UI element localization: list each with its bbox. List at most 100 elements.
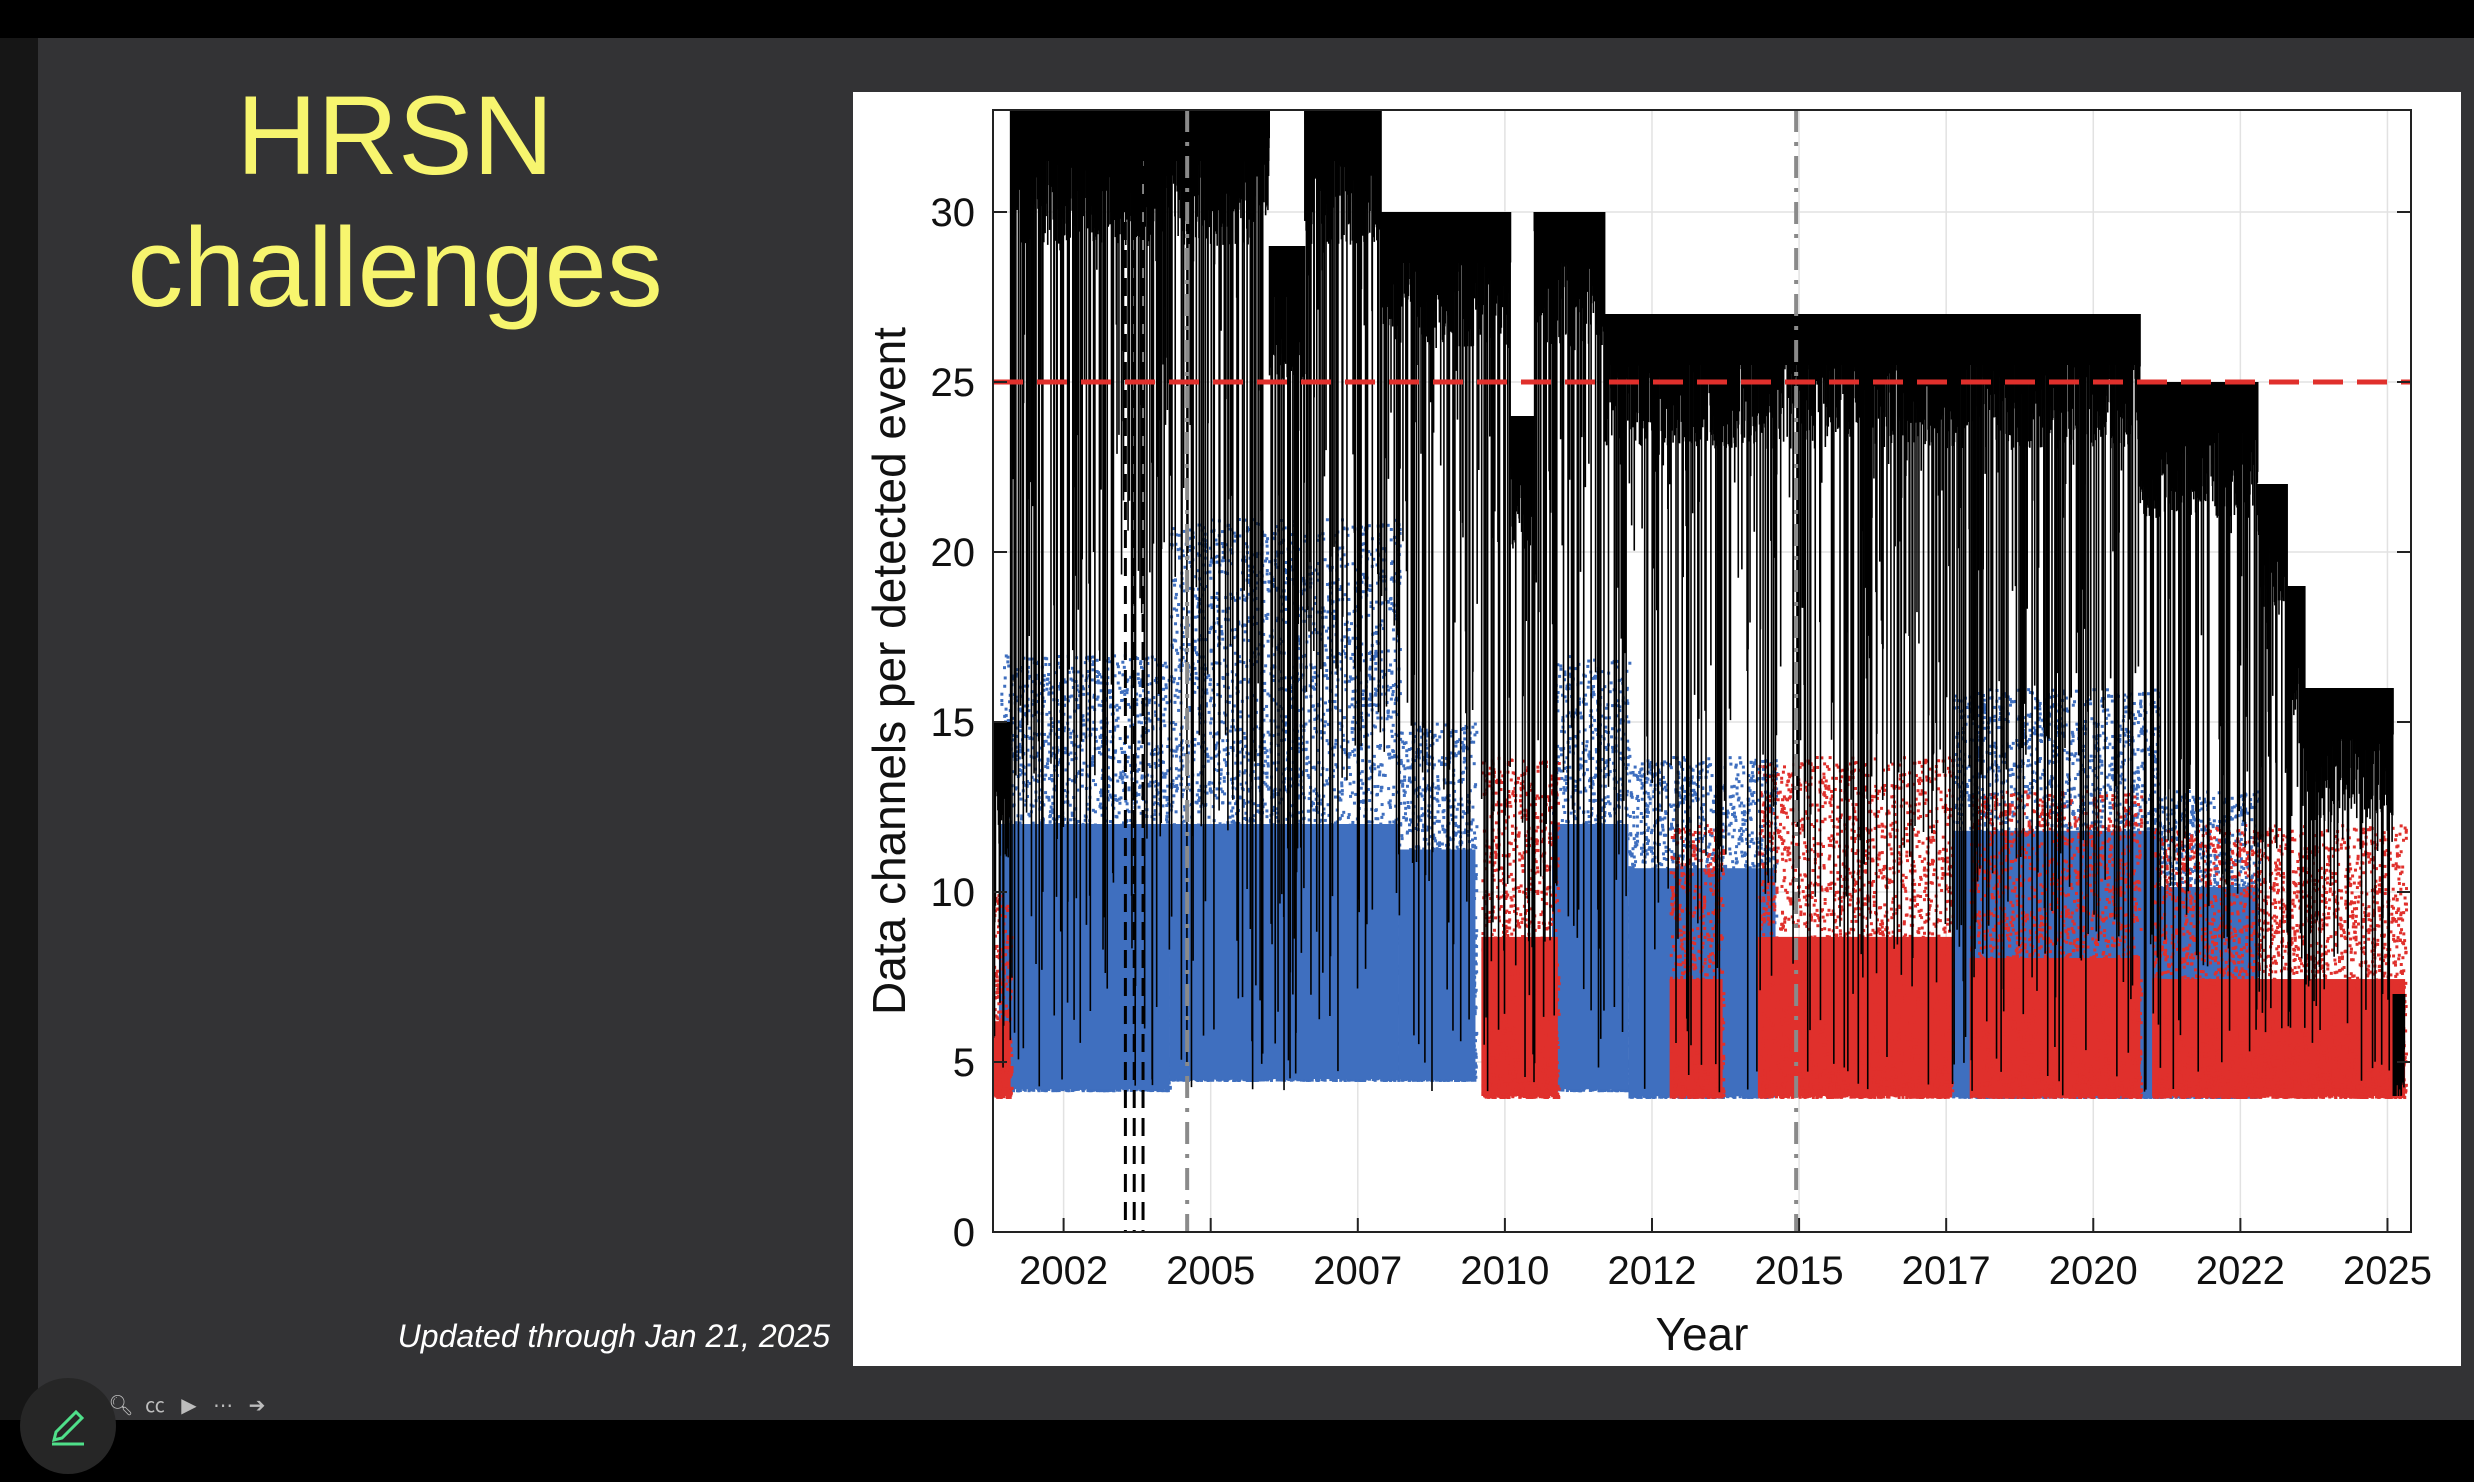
blue-point <box>1051 795 1055 799</box>
blue-point <box>1082 723 1086 727</box>
blue-point <box>1174 622 1178 626</box>
blue-point <box>1142 667 1146 671</box>
blue-point <box>1056 748 1060 752</box>
blue-point <box>1265 540 1269 544</box>
blue-point <box>1123 689 1127 693</box>
blue-point <box>1136 714 1140 718</box>
blue-point <box>1174 737 1178 741</box>
blue-point <box>1047 691 1051 695</box>
blue-point <box>1118 760 1122 764</box>
blue-point <box>1165 804 1169 808</box>
blue-point <box>1076 703 1080 707</box>
blue-point <box>1163 661 1167 665</box>
blue-point <box>1123 773 1127 777</box>
blue-point <box>1222 758 1226 762</box>
blue-point <box>1108 820 1112 824</box>
blue-point <box>1221 676 1225 680</box>
blue-point <box>1048 810 1052 814</box>
blue-point <box>1137 805 1141 809</box>
blue-point <box>1048 732 1052 736</box>
blue-point <box>1162 713 1166 717</box>
blue-point <box>1387 787 1391 791</box>
blue-point <box>1152 817 1156 821</box>
blue-point <box>1135 769 1139 773</box>
blue-point <box>1075 688 1079 692</box>
blue-point <box>1068 695 1072 699</box>
blue-point <box>1097 703 1101 707</box>
blue-point <box>1100 719 1104 723</box>
blue-point <box>1305 762 1309 766</box>
blue-point <box>1138 784 1142 788</box>
blue-point <box>1137 793 1141 797</box>
blue-point <box>1129 763 1133 767</box>
blue-point <box>1057 720 1061 724</box>
blue-point <box>1063 695 1067 699</box>
blue-point <box>1166 802 1170 806</box>
blue-point <box>1177 603 1181 607</box>
blue-point <box>1036 751 1040 755</box>
blue-point <box>1081 718 1085 722</box>
blue-point <box>1164 686 1168 690</box>
blue-point <box>1165 798 1169 802</box>
blue-point <box>1121 673 1125 677</box>
blue-point <box>1057 727 1061 731</box>
blue-point <box>1062 726 1066 730</box>
blue-point <box>1096 695 1100 699</box>
title-line-2: challenges <box>90 202 700 334</box>
blue-point <box>1069 751 1073 755</box>
blue-point <box>1046 766 1050 770</box>
blue-point <box>1162 719 1166 723</box>
blue-point <box>1147 717 1151 721</box>
blue-point <box>1110 1088 1114 1092</box>
blue-point <box>1004 707 1008 711</box>
blue-point <box>1266 755 1270 759</box>
blue-point <box>1042 678 1046 682</box>
blue-point <box>1195 793 1199 797</box>
blue-point <box>1047 795 1051 799</box>
blue-point <box>1165 701 1169 705</box>
blue-point <box>1019 707 1023 711</box>
blue-point <box>1048 663 1052 667</box>
blue-point <box>1070 741 1074 745</box>
blue-point <box>1053 756 1057 760</box>
blue-point <box>1127 788 1131 792</box>
blue-point <box>1048 815 1052 819</box>
blue-point <box>1115 1088 1119 1092</box>
blue-point <box>1307 709 1311 713</box>
blue-point <box>1362 689 1366 693</box>
blue-point <box>1139 661 1143 665</box>
blue-point <box>1116 665 1120 669</box>
blue-point <box>1135 692 1139 696</box>
blue-point <box>1163 707 1167 711</box>
blue-point <box>1174 592 1178 596</box>
blue-point <box>1057 815 1061 819</box>
blue-point <box>1342 810 1346 814</box>
blue-point <box>1122 821 1126 825</box>
blue-point <box>1125 735 1129 739</box>
blue-point <box>1378 770 1382 774</box>
blue-point <box>1042 674 1046 678</box>
blue-point <box>1081 685 1085 689</box>
blue-point <box>1035 754 1039 758</box>
blue-point <box>1182 788 1186 792</box>
blue-point <box>1082 732 1086 736</box>
blue-point <box>1046 757 1050 761</box>
blue-point <box>1115 708 1119 712</box>
blue-point <box>1118 686 1122 690</box>
blue-point <box>1031 746 1035 750</box>
blue-point <box>1038 788 1042 792</box>
blue-point <box>1116 724 1120 728</box>
title-line-1: HRSN <box>90 70 700 202</box>
blue-point <box>1018 821 1022 825</box>
blue-point <box>1109 778 1113 782</box>
blue-point <box>1100 675 1104 679</box>
blue-point <box>1087 774 1091 778</box>
blue-point <box>1174 767 1178 771</box>
blue-point <box>1121 775 1125 779</box>
blue-point <box>1108 689 1112 693</box>
blue-point <box>1389 663 1393 667</box>
blue-point <box>1120 750 1124 754</box>
blue-point <box>1088 1089 1092 1093</box>
blue-point <box>1183 565 1187 569</box>
top-black-bar <box>0 0 2474 38</box>
